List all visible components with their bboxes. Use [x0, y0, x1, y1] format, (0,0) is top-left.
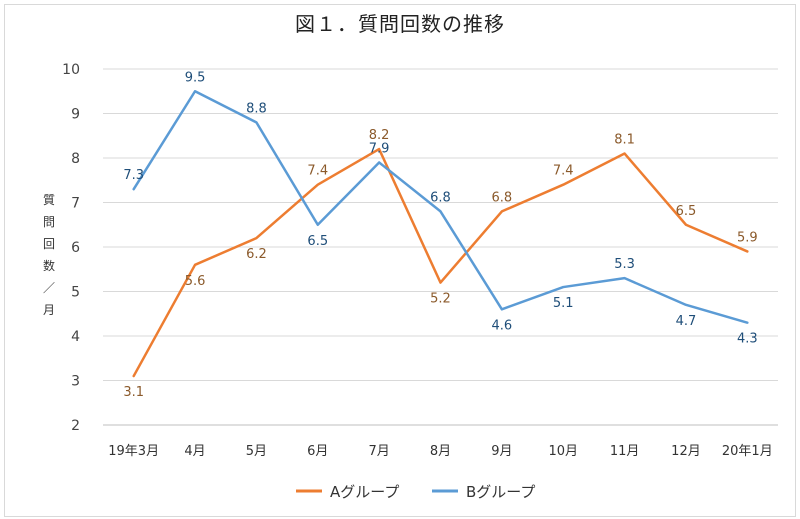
series-lines	[132, 90, 749, 378]
x-tick-label: 7月	[368, 444, 389, 459]
y-axis-label: 質問回数 ／ 月	[43, 192, 55, 317]
data-label: 4.6	[492, 318, 513, 333]
series-line-b	[132, 90, 749, 324]
legend-label: Bグループ	[466, 483, 535, 501]
chart-frame	[4, 4, 796, 517]
y-tick-label: 3	[71, 374, 80, 390]
data-label: 4.3	[737, 332, 758, 347]
y-tick-label: 6	[71, 240, 80, 256]
x-tick-label: 11月	[610, 444, 640, 459]
x-tick-label: 10月	[548, 444, 578, 459]
chart-title: 図１．質問回数の推移	[295, 12, 505, 36]
data-label: 5.3	[614, 257, 635, 272]
x-tick-label: 5月	[246, 444, 267, 459]
legend: Aグループ Bグループ	[296, 483, 535, 501]
x-axis-ticks: 19年3月 4月 5月 6月 7月 8月 9月 10月 11月 12月 20年1月	[108, 444, 772, 459]
y-tick-label: 8	[71, 151, 80, 167]
y-tick-label: 5	[71, 285, 80, 301]
y-axis-label-char: 数	[43, 258, 55, 273]
y-axis-ticks: 2 3 4 5 6 7 8 9 10	[62, 62, 80, 434]
y-tick-label: 9	[71, 107, 80, 123]
y-axis-label-char: ／	[43, 281, 55, 295]
data-label: 5.9	[737, 230, 758, 245]
data-label: 7.4	[553, 164, 574, 179]
series-line-a	[132, 147, 749, 378]
data-label: 8.2	[369, 128, 390, 143]
data-label: 6.5	[307, 234, 328, 249]
y-tick-label: 7	[71, 196, 80, 212]
data-label: 6.2	[246, 247, 267, 262]
data-label: 6.5	[676, 204, 697, 219]
gridlines	[103, 68, 778, 426]
x-tick-label: 20年1月	[722, 444, 773, 459]
x-tick-label: 12月	[671, 444, 701, 459]
y-axis-label-char: 問	[43, 215, 55, 229]
x-tick-label: 9月	[491, 444, 512, 459]
x-tick-label: 6月	[307, 444, 328, 459]
data-label: 8.1	[614, 133, 635, 148]
data-label: 7.9	[369, 141, 390, 156]
data-label: 6.8	[492, 190, 513, 205]
y-tick-label: 2	[71, 418, 80, 434]
x-tick-label: 8月	[430, 444, 451, 459]
x-tick-label: 19年3月	[108, 444, 159, 459]
y-tick-label: 10	[62, 62, 80, 78]
data-label: 7.4	[307, 164, 328, 179]
x-tick-label: 4月	[184, 444, 205, 459]
y-axis-label-char: 質	[43, 192, 55, 207]
data-label: 4.7	[676, 314, 697, 329]
data-label: 7.3	[123, 168, 144, 183]
data-label: 5.1	[553, 296, 574, 311]
y-tick-label: 4	[71, 329, 80, 345]
y-axis-label-char: 回	[43, 237, 55, 251]
data-label: 6.8	[430, 190, 451, 205]
data-label: 8.8	[246, 101, 267, 116]
legend-label: Aグループ	[330, 483, 399, 501]
data-label: 5.6	[185, 274, 206, 289]
y-axis-label-char: 月	[43, 303, 55, 317]
data-label: 9.5	[185, 70, 206, 85]
data-label: 5.2	[430, 292, 451, 307]
data-labels: 3.1 5.6 6.2 7.4 8.2 5.2 6.8 7.4 8.1 6.5 5.9 7.3 9.5 8…	[123, 70, 757, 400]
data-label: 3.1	[123, 385, 144, 400]
